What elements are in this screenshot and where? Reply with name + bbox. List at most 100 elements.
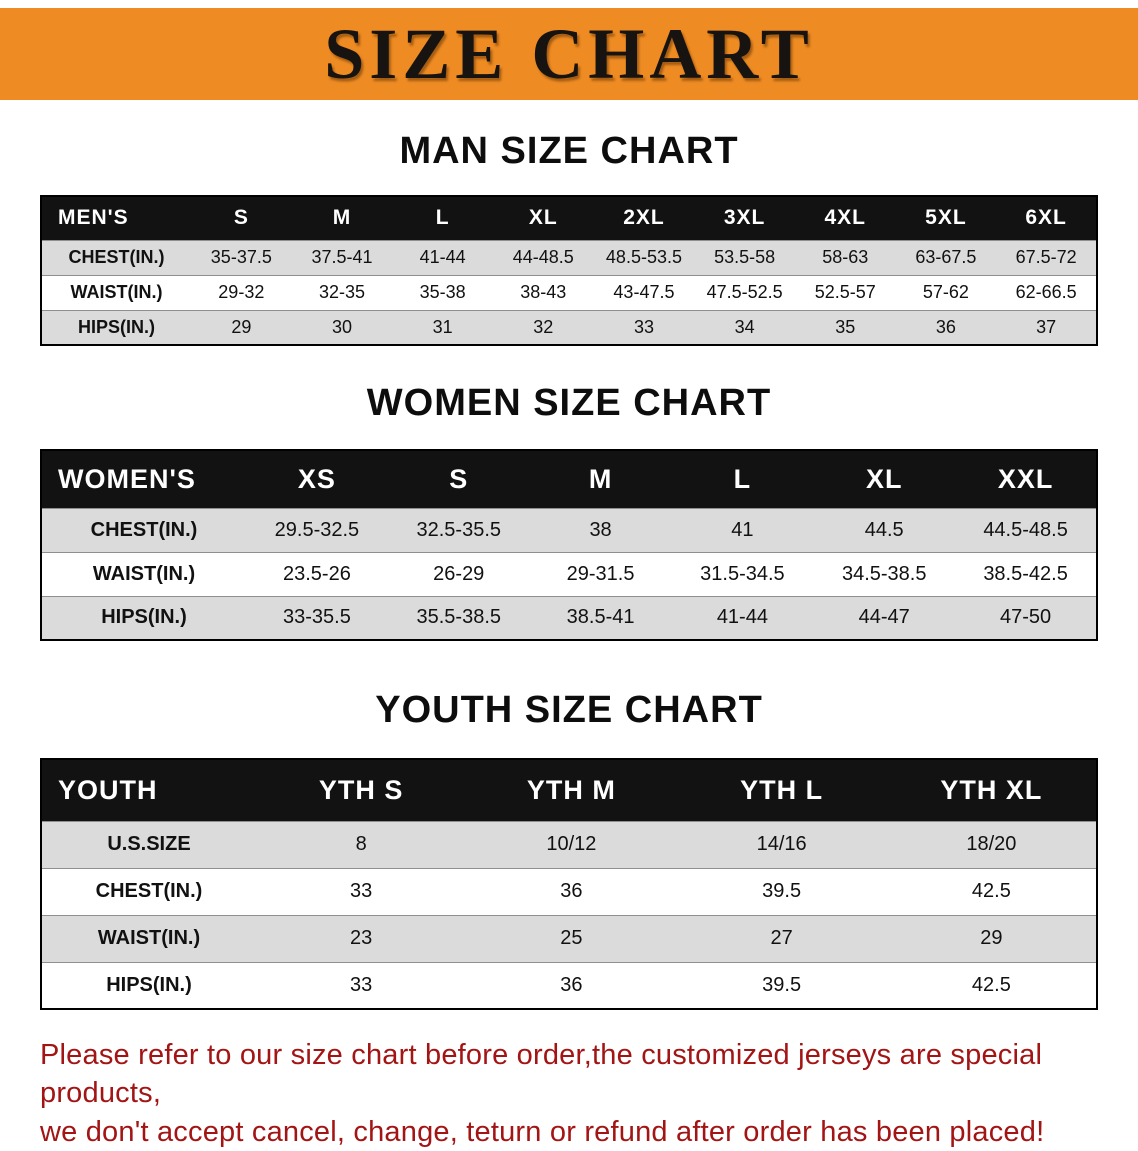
row-label: U.S.SIZE [107,833,191,855]
size-column-header: 3XL [694,196,795,240]
size-column-header: L [392,196,493,240]
size-value-cell: 29-32 [218,282,265,302]
row-label: CHEST(IN.) [68,247,165,267]
size-value-cell: 57-62 [922,282,969,302]
section-men: MAN SIZE CHART MEN'S S M L XL 2XL 3XL 4XL 5XL 6XL… [0,130,1138,346]
size-value-cell: 58-63 [822,247,869,267]
size-chart-page: SIZE CHART MAN SIZE CHART MEN'S S M L XL 2XL 3… [0,8,1138,1151]
measurement-row: HIPS(IN.) 33-35.5 35.5-38.5 38.5-41 41-44 44-… [41,596,1097,640]
size-column-header: M [529,450,672,508]
size-value-cell: 35 [835,316,856,337]
size-column-header: YTH M [466,759,677,821]
size-value-cell: 27 [770,927,793,949]
disclaimer: Please refer to our size chart before or… [40,1036,1118,1151]
size-column-header: M [291,196,393,240]
size-value-cell: 32 [533,316,554,337]
size-column-header: 5XL [895,196,997,240]
size-column-header: YTH L [676,759,887,821]
row-label: WAIST(IN.) [70,282,163,302]
size-value-cell: 41 [731,518,754,541]
size-column-header: L [671,450,814,508]
measurement-row: HIPS(IN.) 29 30 31 32 33 34 35 36 37 [41,310,1097,345]
size-value-cell: 33 [350,973,373,996]
size-value-cell: 37 [1036,316,1057,337]
size-column-header: 2XL [593,196,695,240]
size-value-cell: 29.5-32.5 [274,518,360,541]
size-value-cell: 29-31.5 [566,562,635,585]
size-value-cell: 33 [350,880,373,902]
row-label: CHEST(IN.) [90,518,198,541]
size-value-cell: 36 [935,316,956,337]
size-value-cell: 41-44 [419,247,466,267]
table-header-row: MEN'S S M L XL 2XL 3XL 4XL 5XL 6XL [41,196,1097,240]
measurement-row: CHEST(IN.) 29.5-32.5 32.5-35.5 38 41 44.5 44.5… [41,508,1097,552]
size-value-cell: 25 [560,927,583,949]
men-chart-heading: MAN SIZE CHART [399,130,739,172]
size-value-cell: 44-47 [858,606,910,629]
measurement-row: HIPS(IN.) 33 36 39.5 42.5 [41,962,1097,1009]
size-column-header: XL [492,196,594,240]
size-value-cell: 23 [350,927,373,949]
size-value-cell: 67.5-72 [1015,247,1077,267]
disclaimer-line-1: Please refer to our size chart before or… [40,1039,1043,1110]
measurement-row: WAIST(IN.) 29-32 32-35 35-38 38-43 43-47.5 47.… [41,275,1097,310]
size-column-header: 6XL [996,196,1097,240]
size-value-cell: 39.5 [762,880,802,902]
size-value-cell: 42.5 [971,880,1011,902]
size-column-header: YTH S [256,759,467,821]
size-value-cell: 53.5-58 [714,247,776,267]
table-title-cell: YOUTH [41,759,256,821]
size-value-cell: 38.5-42.5 [983,562,1068,585]
women-chart-heading: WOMEN SIZE CHART [366,382,772,424]
row-label: WAIST(IN.) [97,927,201,949]
measurement-row: WAIST(IN.) 23.5-26 26-29 29-31.5 31.5-34.5 34… [41,552,1097,596]
size-value-cell: 34 [734,316,755,337]
men-size-table: MEN'S S M L XL 2XL 3XL 4XL 5XL 6XL CHEST(IN.) 35-37… [40,195,1098,346]
size-value-cell: 47-50 [999,606,1052,629]
size-value-cell: 36 [560,880,583,902]
size-value-cell: 32.5-35.5 [416,518,501,541]
table-header-row: YOUTH YTH S YTH M YTH L YTH XL [41,759,1097,821]
size-value-cell: 63-67.5 [915,247,977,267]
size-value-cell: 38 [589,518,612,541]
row-label: HIPS(IN.) [101,606,187,629]
size-value-cell: 26-29 [433,562,485,585]
size-value-cell: 62-66.5 [1015,282,1077,302]
size-column-header: S [387,450,530,508]
measurement-row: WAIST(IN.) 23 25 27 29 [41,915,1097,962]
banner: SIZE CHART [0,8,1138,100]
size-column-header: XXL [955,450,1097,508]
size-column-header: 4XL [794,196,896,240]
table-header-row: WOMEN'S XS S M L XL XXL [41,450,1097,508]
page-title: SIZE CHART [324,13,814,94]
size-value-cell: 42.5 [971,973,1011,996]
measurement-row: CHEST(IN.) 35-37.5 37.5-41 41-44 44-48.5 48.5… [41,240,1097,275]
size-value-cell: 33 [633,316,654,337]
size-value-cell: 30 [331,316,352,337]
table-title-cell: WOMEN'S [41,450,246,508]
size-value-cell: 8 [355,833,367,855]
youth-chart-heading: YOUTH SIZE CHART [375,689,763,731]
size-value-cell: 31 [432,316,453,337]
size-value-cell: 52.5-57 [814,282,876,302]
women-size-table: WOMEN'S XS S M L XL XXL CHEST(IN.) 29.5-32.5 32.5… [40,449,1098,641]
size-column-header: S [191,196,292,240]
section-women: WOMEN SIZE CHART WOMEN'S XS S M L XL XXL CHEST(… [0,382,1138,641]
size-value-cell: 47.5-52.5 [706,282,783,302]
size-value-cell: 33-35.5 [282,606,351,629]
table-title-cell: MEN'S [41,196,191,240]
size-value-cell: 48.5-53.5 [605,247,682,267]
row-label: HIPS(IN.) [77,316,155,337]
size-value-cell: 37.5-41 [311,247,373,267]
size-value-cell: 29 [231,316,252,337]
measurement-row: CHEST(IN.) 33 36 39.5 42.5 [41,868,1097,915]
size-value-cell: 36 [560,973,583,996]
size-value-cell: 10/12 [546,833,597,855]
size-value-cell: 44-48.5 [512,247,574,267]
row-label: CHEST(IN.) [95,880,203,902]
size-value-cell: 44.5-48.5 [983,518,1068,541]
size-value-cell: 35.5-38.5 [416,606,501,629]
section-youth: YOUTH SIZE CHART YOUTH YTH S YTH M YTH L YTH… [0,689,1138,1010]
size-value-cell: 35-37.5 [210,247,272,267]
size-value-cell: 39.5 [762,973,802,996]
